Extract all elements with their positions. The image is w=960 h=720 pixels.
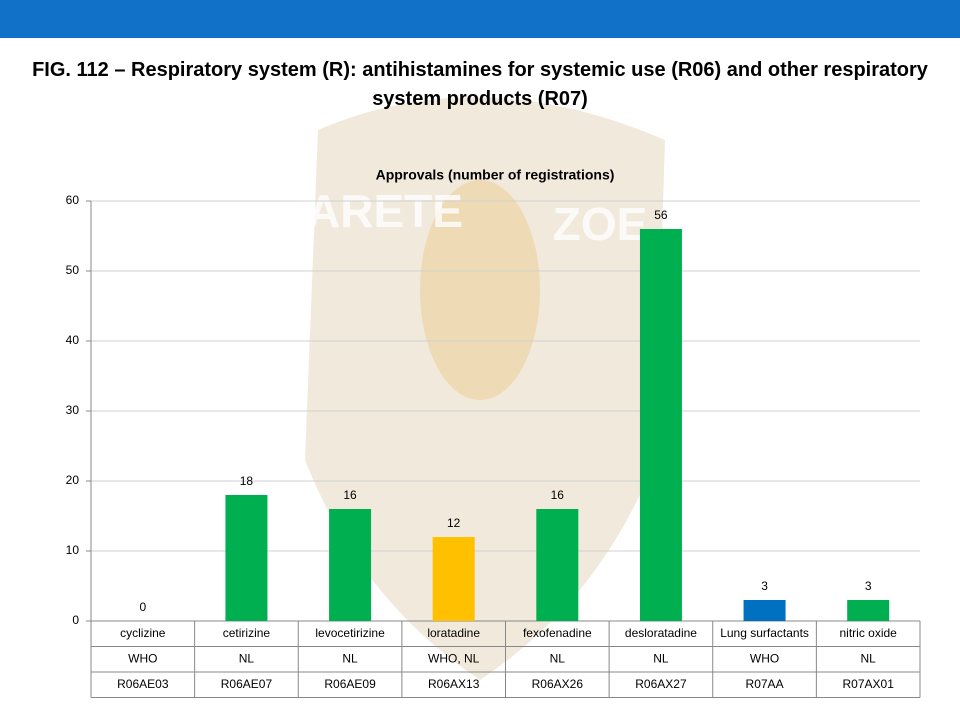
x-tick-sublabel: R06AX26 [532,677,584,691]
y-tick-label: 30 [66,403,80,417]
x-tick-label: fexofenadine [523,626,592,640]
x-tick-label: desloratadine [625,626,697,640]
bar [329,509,372,621]
y-tick-label: 40 [66,333,80,347]
header-band [0,0,960,38]
y-tick-label: 0 [72,613,79,627]
bar [536,509,579,621]
y-tick-label: 20 [66,473,80,487]
data-label: 3 [865,579,872,593]
y-tick-label: 10 [66,543,80,557]
x-tick-sublabel: R06AE09 [324,677,376,691]
x-tick-label: nitric oxide [840,626,898,640]
data-label: 16 [343,488,357,502]
watermark-text: ARETE [307,185,463,237]
x-tick-label: cetirizine [223,626,271,640]
x-tick-label: Lung surfactants [720,626,809,640]
chart-subtitle: Approvals (number of registrations) [376,167,615,183]
watermark-text: ZOE [553,198,648,250]
chart-title: FIG. 112 – Respiratory system (R): antih… [32,59,928,110]
data-label: 3 [761,579,768,593]
x-tick-label: levocetirizine [315,626,385,640]
x-tick-sublabel: WHO [750,651,779,665]
x-tick-label: cyclizine [120,626,166,640]
x-tick-sublabel: WHO [128,651,157,665]
x-tick-sublabel: NL [239,651,255,665]
x-tick-sublabel: NL [342,651,358,665]
x-tick-label: loratadine [427,626,480,640]
x-tick-sublabel: NL [861,651,877,665]
bar [847,600,890,621]
bar [743,600,786,621]
x-tick-sublabel: R06AE07 [221,677,273,691]
x-tick-sublabel: NL [653,651,669,665]
x-tick-sublabel: R06AX13 [428,677,480,691]
x-tick-sublabel: WHO, NL [428,651,480,665]
y-tick-label: 50 [66,263,80,277]
x-tick-sublabel: R07AX01 [843,677,895,691]
bar [639,229,682,621]
data-label: 18 [240,474,254,488]
data-label: 16 [551,488,565,502]
x-tick-sublabel: R07AA [746,677,784,691]
flame-watermark [420,180,540,400]
data-label: 0 [139,600,146,614]
bar [225,495,268,621]
x-tick-sublabel: R06AE03 [117,677,169,691]
x-tick-sublabel: R06AX27 [635,677,687,691]
x-tick-sublabel: NL [550,651,566,665]
bar [432,537,475,621]
data-label: 12 [447,516,461,530]
y-tick-label: 60 [66,193,80,207]
data-label: 56 [654,208,668,222]
